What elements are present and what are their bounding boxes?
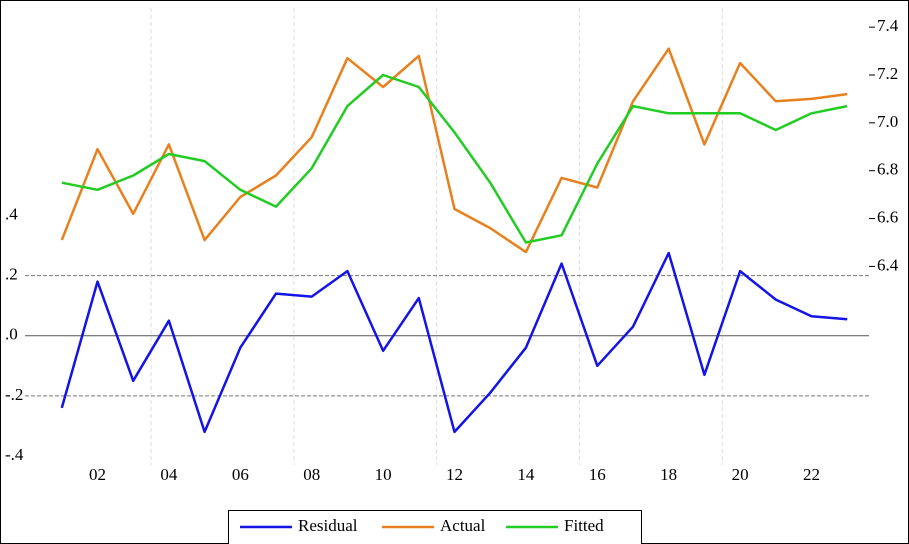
y-tick-label: -.2 [5, 385, 23, 404]
legend-box [228, 510, 642, 544]
x-tick-label: 20 [732, 465, 749, 484]
y2-tick-label: 7.4 [877, 16, 899, 35]
series-line [60, 251, 848, 434]
x-tick-label: 14 [517, 465, 535, 484]
x-tick-label: 08 [303, 465, 320, 484]
y2-tick-label: 6.8 [877, 160, 898, 179]
y2-tick-label: 7.0 [877, 112, 898, 131]
y-tick-label: -.4 [5, 445, 24, 464]
x-tick-label: 12 [446, 465, 463, 484]
legend-label: Actual [440, 516, 486, 535]
legend-label: Residual [298, 516, 358, 535]
series-line [60, 47, 848, 254]
x-tick-label: 18 [660, 465, 677, 484]
x-tick-label: 04 [160, 465, 178, 484]
y-tick-label: .2 [5, 264, 18, 283]
x-tick-label: 02 [89, 465, 106, 484]
x-tick-label: 16 [589, 465, 606, 484]
y-tick-label: .4 [5, 204, 18, 223]
x-tick-label: 06 [232, 465, 249, 484]
y2-tick-label: 6.4 [877, 255, 899, 274]
y2-tick-label: 6.6 [877, 207, 898, 226]
y-tick-label: .0 [5, 325, 18, 344]
x-tick-label: 22 [803, 465, 820, 484]
y2-tick-label: 7.2 [877, 64, 898, 83]
x-tick-label: 10 [375, 465, 392, 484]
legend-label: Fitted [564, 516, 604, 535]
series-line [61, 73, 848, 244]
